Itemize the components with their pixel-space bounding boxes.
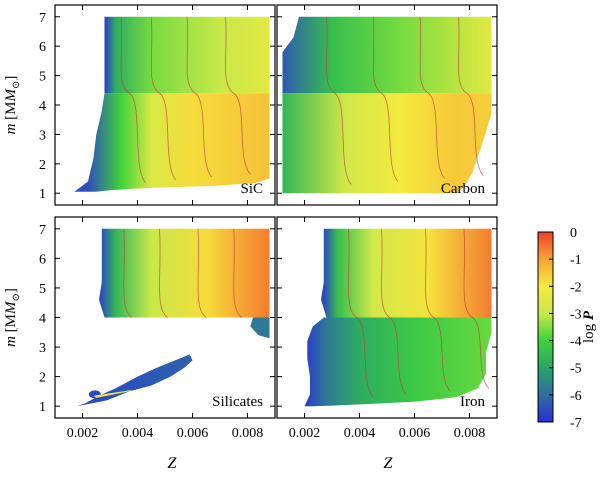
y-tick-label: 7: [39, 223, 46, 238]
region-carbon-upper: [282, 16, 492, 94]
contour-line: [381, 228, 407, 395]
labels-layer: Z Z: [168, 455, 394, 472]
panel-label-carbon: Carbon: [441, 181, 486, 197]
y-tick-label: 5: [39, 282, 46, 297]
contour-line: [233, 228, 243, 318]
y-tick-label: 6: [39, 252, 46, 267]
contour-line: [463, 228, 490, 389]
contour-line: [458, 16, 484, 176]
y-tick-label: 1: [39, 187, 46, 202]
x-axis-label-left: Z: [168, 455, 178, 472]
y-tick-label: 5: [39, 70, 46, 85]
contour-line: [197, 228, 207, 318]
contour-line: [150, 16, 177, 181]
x-tick-label: 0.008: [454, 426, 486, 441]
colorbar-tick-label: -3: [570, 307, 582, 322]
colorbar-tick-label: -6: [570, 389, 582, 404]
panel-label-sic: SiC: [240, 181, 263, 197]
colorbar-label: log P: [581, 310, 597, 343]
y-axis-label: m [MM⊙]: [3, 288, 22, 347]
y-tick-label: 4: [39, 99, 46, 114]
y-tick-label: 7: [39, 11, 46, 26]
region-silicates-strip: [93, 389, 132, 398]
region-silicates-blob: [250, 317, 270, 339]
colorbar-tick-label: 0: [570, 226, 577, 241]
y-tick-label: 3: [39, 128, 46, 143]
y-tick-label: 4: [39, 312, 46, 327]
x-tick-label: 0.006: [399, 426, 431, 441]
panel-label-silicates: Silicates: [212, 394, 263, 410]
y-tick-label: 6: [39, 40, 46, 55]
panel-label-iron: Iron: [460, 394, 485, 410]
contour-line: [159, 228, 168, 318]
colorbar-tick-label: -5: [570, 362, 582, 377]
colorbar-tick-label: -4: [570, 335, 582, 350]
colorbar-tick-label: -7: [570, 416, 582, 431]
region-silicates-upper: [99, 228, 270, 318]
contour-line: [326, 16, 352, 185]
colorbar-tick-label: -1: [570, 253, 582, 268]
panel-carbon: [282, 16, 492, 194]
colorbar: 0 -1 -2 -3 -4 -5 -6 -7 log P: [537, 226, 597, 431]
colorbar-tick-label: -2: [570, 280, 582, 295]
y-tick-label: 3: [39, 341, 46, 356]
axes-layer: SiC 1 2 3 4 5 6 7 m [MM⊙] Carbon Silicates 0.002 0.0…: [3, 4, 498, 441]
x-tick-label: 0.008: [232, 426, 264, 441]
x-tick-label: 0.004: [122, 426, 154, 441]
x-tick-label: 0.002: [289, 426, 321, 441]
colorbar-gradient: [537, 231, 554, 423]
y-axis-label: m [MM⊙]: [3, 76, 22, 135]
contour-line: [225, 16, 251, 175]
y-tick-label: 2: [39, 158, 46, 173]
contour-line: [372, 16, 399, 182]
x-tick-label: 0.006: [177, 426, 209, 441]
contour-line: [425, 228, 451, 392]
y-tick-label: 2: [39, 371, 46, 386]
region-silicates-lower: [77, 354, 193, 407]
panel-iron: [304, 228, 492, 407]
x-axis-label-right: Z: [384, 455, 394, 472]
contour-line: [419, 16, 446, 179]
panels-layer: [74, 16, 492, 407]
contour-line: [348, 228, 374, 398]
contour-line: [123, 228, 133, 318]
x-tick-label: 0.002: [67, 426, 99, 441]
panel-silicates: [77, 228, 270, 407]
panel-sic: [74, 16, 270, 192]
contour-line: [120, 16, 147, 184]
region-sic-lower: [74, 93, 270, 192]
contour-line: [186, 16, 213, 178]
region-carbon-lower: [282, 93, 492, 194]
region-iron-upper: [321, 228, 492, 318]
x-tick-label: 0.004: [344, 426, 376, 441]
y-tick-label: 1: [39, 400, 46, 415]
